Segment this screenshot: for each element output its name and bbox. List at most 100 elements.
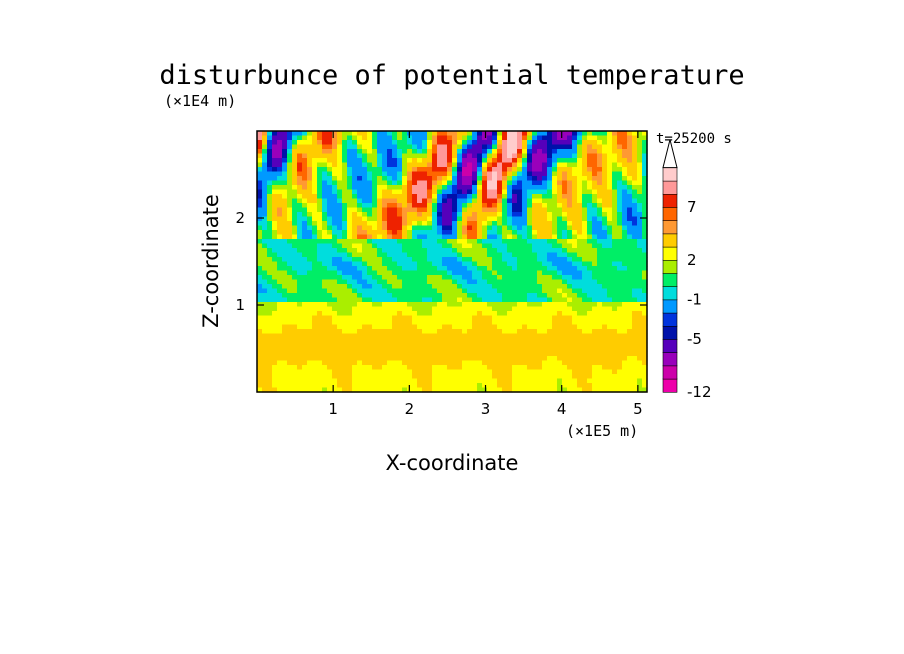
heatmap-cell — [377, 158, 383, 164]
heatmap-cell — [557, 207, 563, 213]
heatmap-cell — [597, 189, 603, 195]
heatmap-cell — [507, 374, 513, 380]
heatmap-cell — [357, 212, 363, 218]
heatmap-cell — [547, 374, 553, 380]
heatmap-cell — [532, 288, 538, 294]
heatmap-cell — [602, 293, 608, 299]
heatmap-cell — [267, 216, 273, 222]
heatmap-cell — [322, 306, 328, 312]
heatmap-cell — [447, 360, 453, 366]
heatmap-cell — [347, 333, 353, 339]
heatmap-cell — [407, 297, 413, 303]
heatmap-cell — [307, 234, 313, 240]
heatmap-cell — [257, 140, 263, 146]
heatmap-cell — [497, 383, 503, 389]
heatmap-cell — [377, 257, 383, 263]
heatmap-cell — [622, 248, 628, 254]
heatmap-cell — [602, 212, 608, 218]
heatmap-cell — [517, 149, 523, 155]
heatmap-cell — [457, 225, 463, 231]
heatmap-cell — [322, 243, 328, 249]
heatmap-cell — [297, 230, 303, 236]
heatmap-cell — [597, 266, 603, 272]
heatmap-cell — [397, 284, 403, 290]
heatmap-cell — [542, 257, 548, 263]
heatmap-cell — [542, 167, 548, 173]
heatmap-cell — [587, 185, 593, 191]
heatmap-cell — [342, 216, 348, 222]
heatmap-cell — [457, 203, 463, 209]
heatmap-cell — [532, 351, 538, 357]
heatmap-cell — [287, 288, 293, 294]
heatmap-cell — [452, 302, 458, 308]
colorbar-swatch — [662, 167, 678, 182]
heatmap-cell — [532, 297, 538, 303]
heatmap-cell — [517, 162, 523, 168]
heatmap-cell — [382, 347, 388, 353]
heatmap-cell — [342, 149, 348, 155]
heatmap-cell — [332, 248, 338, 254]
heatmap-cell — [507, 338, 513, 344]
heatmap-cell — [532, 194, 538, 200]
heatmap-cell — [547, 297, 553, 303]
heatmap-cell — [397, 207, 403, 213]
heatmap-cell — [412, 158, 418, 164]
heatmap-cell — [327, 248, 333, 254]
heatmap-cell — [412, 131, 418, 137]
heatmap-cell — [502, 144, 508, 150]
heatmap-cell — [412, 284, 418, 290]
heatmap-cell — [332, 185, 338, 191]
heatmap-cell — [317, 320, 323, 326]
heatmap-cell — [417, 351, 423, 357]
heatmap-cell — [387, 302, 393, 308]
heatmap-cell — [602, 144, 608, 150]
heatmap-cell — [372, 306, 378, 312]
heatmap-cell — [482, 198, 488, 204]
heatmap-cell — [272, 203, 278, 209]
heatmap-cell — [432, 203, 438, 209]
heatmap-cell — [557, 221, 563, 227]
heatmap-cell — [432, 162, 438, 168]
heatmap-cell — [457, 365, 463, 371]
heatmap-cell — [572, 180, 578, 186]
heatmap-cell — [292, 302, 298, 308]
heatmap-cell — [642, 360, 648, 366]
heatmap-cell — [302, 315, 308, 321]
heatmap-cell — [292, 176, 298, 182]
heatmap-cell — [597, 302, 603, 308]
heatmap-cell — [407, 378, 413, 384]
heatmap-cell — [302, 144, 308, 150]
heatmap-cell — [267, 360, 273, 366]
heatmap-cell — [352, 288, 358, 294]
heatmap-cell — [527, 315, 533, 321]
heatmap-cell — [477, 162, 483, 168]
heatmap-cell — [487, 311, 493, 317]
heatmap-cell — [607, 374, 613, 380]
heatmap-cell — [452, 171, 458, 177]
heatmap-cell — [362, 315, 368, 321]
heatmap-cell — [327, 302, 333, 308]
heatmap-cell — [337, 378, 343, 384]
heatmap-cell — [627, 144, 633, 150]
heatmap-cell — [322, 347, 328, 353]
heatmap-cell — [347, 315, 353, 321]
heatmap-cell — [492, 167, 498, 173]
heatmap-cell — [407, 365, 413, 371]
heatmap-cell — [292, 252, 298, 258]
heatmap-cell — [537, 333, 543, 339]
heatmap-cell — [497, 351, 503, 357]
heatmap-cell — [517, 329, 523, 335]
heatmap-cell — [532, 131, 538, 137]
heatmap-cell — [432, 189, 438, 195]
heatmap-cell — [262, 270, 268, 276]
heatmap-cell — [497, 248, 503, 254]
heatmap-cell — [567, 338, 573, 344]
heatmap-cell — [372, 374, 378, 380]
heatmap-cell — [587, 284, 593, 290]
heatmap-cell — [552, 135, 558, 141]
heatmap-cell — [382, 239, 388, 245]
heatmap-cell — [287, 243, 293, 249]
heatmap-cell — [402, 176, 408, 182]
heatmap-cell — [277, 131, 283, 137]
heatmap-cell — [357, 225, 363, 231]
